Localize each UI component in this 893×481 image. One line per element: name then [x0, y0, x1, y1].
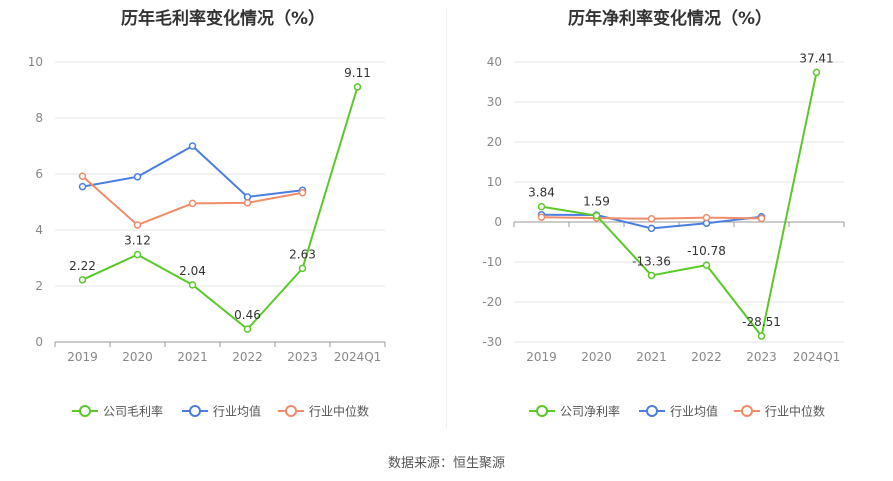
legend-label: 公司净利率	[560, 404, 620, 419]
data-label: 1.59	[583, 195, 610, 209]
x-tick-label: 2022	[232, 350, 263, 364]
net-margin-chart: 历年净利率变化情况（%） -30 -20 -10 0 10 20 30 40 2019 2020 2…	[447, 0, 893, 440]
x-tick-label: 2021	[636, 350, 667, 364]
y-tick-label: 20	[487, 135, 502, 149]
legend-marker	[285, 405, 297, 417]
data-point	[592, 211, 601, 220]
legend-label: 行业均值	[213, 404, 261, 419]
data-point	[188, 142, 197, 150]
data-point	[243, 193, 252, 201]
x-tick-label: 2024Q1	[793, 350, 841, 364]
data-point	[702, 261, 711, 269]
data-label: 9.11	[344, 66, 371, 80]
data-point	[647, 271, 656, 280]
data-point	[133, 173, 142, 181]
data-point	[78, 172, 87, 180]
data-label: 37.41	[799, 51, 833, 65]
data-point	[243, 325, 252, 333]
x-tick-label: 2022	[691, 350, 722, 364]
panel-divider	[446, 8, 447, 428]
data-point	[647, 224, 656, 233]
data-point	[78, 276, 87, 284]
data-label: 0.46	[234, 308, 261, 322]
y-tick-label: 4	[35, 223, 43, 237]
data-point	[188, 281, 197, 289]
data-label: -10.78	[687, 244, 726, 258]
data-point	[647, 215, 656, 223]
legend-marker	[189, 405, 201, 417]
data-label: 3.12	[124, 234, 151, 248]
y-tick-label: 0	[494, 215, 502, 229]
y-tick-label: 6	[35, 167, 43, 181]
data-point	[812, 68, 821, 77]
data-point	[78, 182, 87, 191]
x-tick-label: 2024Q1	[334, 350, 382, 364]
data-point	[188, 199, 197, 208]
data-label: 2.63	[289, 247, 316, 261]
data-point	[537, 213, 546, 221]
y-tick-label: 10	[28, 55, 43, 69]
legend-marker	[536, 405, 548, 417]
y-tick-label: 8	[35, 111, 43, 125]
x-tick-label: 2020	[581, 350, 612, 364]
y-tick-label: 0	[35, 335, 43, 349]
x-tick-label: 2020	[122, 350, 153, 364]
y-tick-label: -20	[482, 295, 502, 309]
gross-margin-chart: 历年毛利率变化情况（%） 0 2 4 6 8 10 2019 2020 2021 2022 2023…	[0, 0, 446, 440]
series-line	[82, 86, 359, 331]
legend-label: 公司毛利率	[103, 404, 163, 419]
y-tick-label: 2	[35, 279, 43, 293]
legend-label: 行业中位数	[765, 404, 825, 419]
y-tick-label: 40	[487, 55, 502, 69]
y-tick-label: 30	[487, 95, 502, 109]
data-point	[537, 202, 546, 211]
gross-margin-plot: 0 2 4 6 8 10 2019 2020 2021 2022 2023 2024Q1 2.22 3.1…	[28, 55, 386, 419]
data-label: 3.84	[528, 186, 555, 200]
legend-marker	[741, 405, 753, 417]
series-line	[541, 72, 818, 339]
data-point	[133, 250, 142, 259]
chart-title: 历年净利率变化情况（%）	[567, 9, 773, 29]
x-tick-label: 2021	[177, 350, 208, 364]
x-tick-label: 2019	[526, 350, 557, 364]
legend-marker	[646, 405, 658, 417]
chart-title: 历年毛利率变化情况（%）	[120, 9, 326, 29]
data-point	[702, 213, 711, 222]
data-point	[757, 332, 766, 340]
y-tick-label: 10	[487, 175, 502, 189]
y-tick-label: -30	[482, 335, 502, 349]
legend-label: 行业中位数	[309, 404, 369, 419]
data-source-note: 数据来源：恒生聚源	[387, 456, 505, 471]
x-tick-label: 2023	[287, 350, 318, 364]
data-label: 2.22	[69, 259, 96, 273]
series-line	[82, 144, 303, 199]
data-label: -13.36	[632, 254, 671, 268]
y-tick-label: -10	[482, 255, 502, 269]
legend-label: 行业均值	[670, 404, 718, 419]
x-tick-label: 2023	[746, 350, 777, 364]
data-point	[757, 214, 766, 223]
x-tick-label: 2019	[67, 350, 98, 364]
data-label: -28.51	[742, 315, 781, 329]
data-label: 2.04	[179, 264, 206, 278]
legend-marker	[79, 405, 91, 417]
data-point	[243, 199, 252, 207]
data-point	[298, 264, 307, 273]
data-point	[133, 221, 142, 229]
net-margin-plot: -30 -20 -10 0 10 20 30 40 2019 2020 2021 2022 2023 20…	[482, 51, 845, 419]
data-point	[353, 83, 362, 91]
data-point	[298, 189, 307, 197]
